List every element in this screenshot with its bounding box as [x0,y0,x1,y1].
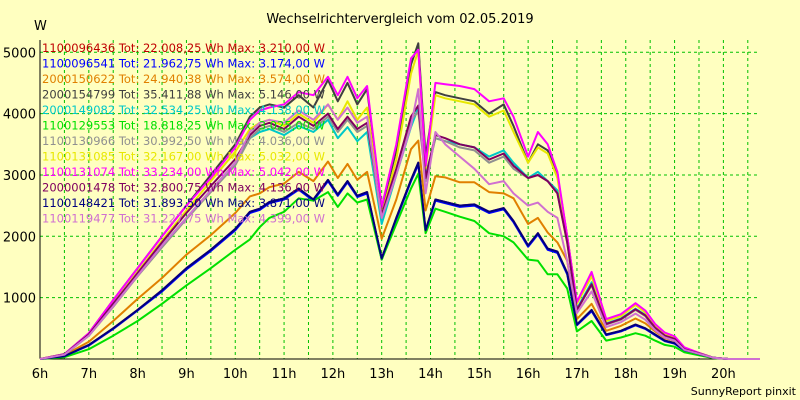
legend-entry-2000001478: 2000001478 Tot: 32.800,75 Wh Max: 4.136,… [42,181,325,195]
y-tick-label: 4000 [3,108,36,123]
x-tick-label: 18h [613,367,638,382]
x-tick-label: 13h [369,367,394,382]
y-tick-label: 2000 [3,230,36,245]
series-line-1100131085 [39,49,760,360]
legend-entry-2000150622: 2000150622 Tot: 24.940,38 Wh Max: 3.574,… [42,72,325,86]
legend-entry-1100131085: 1100131085 Tot: 32.167,00 Wh Max: 5.032,… [42,150,325,164]
series-line-2000150622 [39,139,760,360]
legend-entry-1100131074: 1100131074 Tot: 33.234,00 Wh Max: 5.042,… [42,165,325,179]
footer-credit: SunnyReport pinxit [691,385,797,398]
series-line-1100129553 [39,172,760,360]
y-tick-label: 1000 [3,292,36,307]
legend-entry-1100096436: 1100096436 Tot: 22.008,25 Wh Max: 3.210,… [42,41,325,55]
x-tick-label: 6h [32,367,49,382]
legend-entry-2000149082: 2000149082 Tot: 32.534,25 Wh Max: 4.138,… [42,103,325,117]
x-tick-label: 14h [418,367,443,382]
legend-entry-1100130966: 1100130966 Tot: 30.992,50 Wh Max: 4.036,… [42,134,325,148]
x-tick-label: 19h [662,367,687,382]
x-tick-label: 17h [565,367,590,382]
legend-entry-1100148421: 1100148421 Tot: 31.893,50 Wh Max: 3.871,… [42,196,325,210]
x-tick-label: 7h [81,367,98,382]
series-line-1100119477 [39,88,760,360]
y-tick-label: 5000 [3,46,36,61]
x-tick-label: 11h [272,367,297,382]
x-tick-label: 20h [711,367,736,382]
legend-entry-2000154799: 2000154799 Tot: 35.411,88 Wh Max: 5.146,… [42,88,325,102]
x-tick-label: 10h [223,367,248,382]
series-line-1100131074 [39,48,760,360]
x-tick-label: 15h [467,367,492,382]
x-tick-label: 16h [516,367,541,382]
chart-title: Wechselrichtervergleich vom 02.05.2019 [266,12,533,27]
x-tick-label: 12h [320,367,345,382]
axes: 1000 2000 3000 4000 5000 6h 7h 8h 9h 10h 11h 12h 13h… [3,40,760,382]
x-tick-label: 8h [129,367,146,382]
series-line-1100148421 [39,161,760,360]
y-axis-unit-label: W [34,19,47,34]
legend: 1100096436 Tot: 22.008,25 Wh Max: 3.210,… [42,41,325,226]
legend-entry-1100129553: 1100129553 Tot: 18.818,25 Wh Max: 3.025,… [42,119,325,133]
legend-entry-1100096541: 1100096541 Tot: 21.962,75 Wh Max: 3.174,… [42,57,325,71]
y-tick-label: 3000 [3,169,36,184]
legend-entry-1100119477: 1100119477 Tot: 31.227,75 Wh Max: 4.399,… [42,212,325,226]
x-tick-label: 9h [178,367,195,382]
series-lines [39,42,760,360]
